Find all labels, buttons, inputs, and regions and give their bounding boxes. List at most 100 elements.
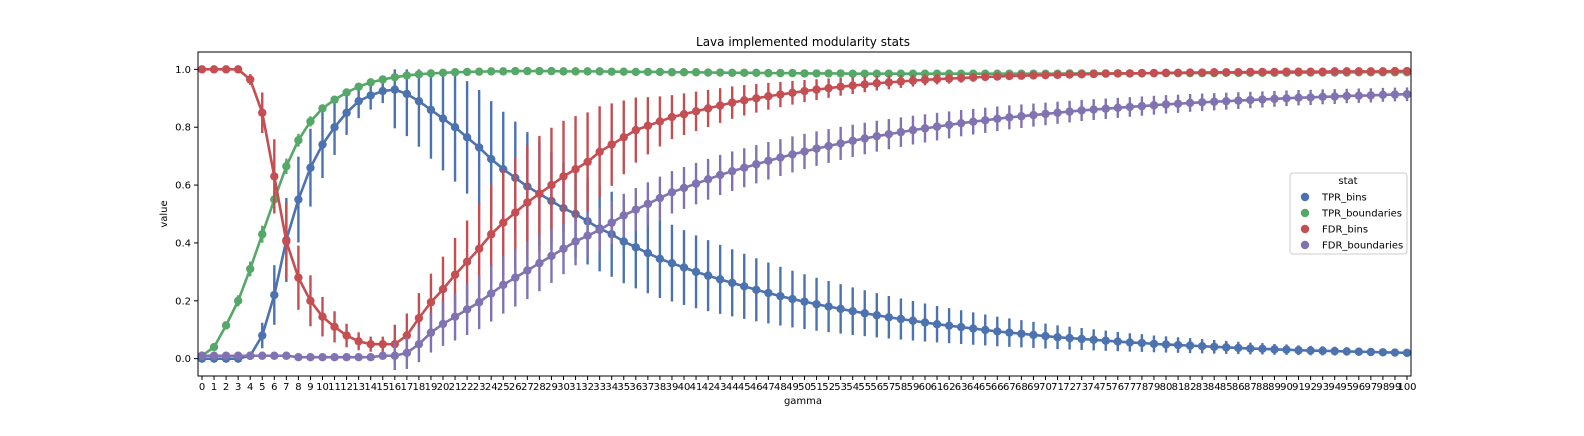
x-axis-label: gamma	[784, 396, 822, 407]
data-point	[655, 67, 665, 77]
data-point	[752, 94, 761, 103]
data-point	[1101, 336, 1110, 345]
data-point	[547, 251, 556, 261]
data-point	[908, 69, 918, 78]
data-point	[270, 172, 279, 181]
data-point	[402, 89, 412, 99]
x-tick-label: 78	[1136, 382, 1149, 393]
x-tick-label: 100	[1397, 382, 1416, 393]
x-tick-label: 5	[259, 382, 265, 393]
x-tick-label: 25	[497, 382, 510, 393]
data-point	[1053, 333, 1062, 342]
x-tick-label: 22	[461, 382, 474, 393]
data-point	[1137, 68, 1147, 78]
data-point	[800, 69, 809, 78]
data-point	[764, 92, 773, 101]
data-point	[1089, 335, 1098, 345]
data-point	[1089, 69, 1098, 79]
data-point	[1306, 346, 1315, 355]
data-point	[535, 258, 544, 268]
x-tick-label: 67	[1003, 382, 1016, 393]
data-point	[583, 231, 592, 240]
data-point	[993, 327, 1002, 336]
data-point	[1173, 68, 1183, 78]
data-point	[342, 352, 351, 362]
data-point	[366, 352, 375, 362]
data-point	[559, 67, 568, 76]
data-point	[318, 312, 327, 321]
data-point	[1041, 331, 1050, 341]
data-point	[969, 73, 978, 82]
data-point	[667, 188, 677, 197]
data-point	[1161, 100, 1171, 109]
data-point	[824, 302, 833, 311]
data-point	[258, 331, 267, 340]
data-point	[402, 71, 412, 80]
data-point	[812, 85, 821, 94]
x-tick-label: 80	[1160, 382, 1173, 393]
y-tick-label: 0.0	[175, 354, 191, 365]
data-point	[619, 237, 628, 246]
x-tick-label: 27	[521, 382, 534, 393]
x-tick-label: 35	[617, 382, 630, 393]
x-tick-label: 98	[1377, 382, 1390, 393]
data-point	[715, 170, 725, 180]
data-point	[270, 351, 279, 360]
y-tick-label: 0.4	[175, 238, 191, 249]
data-point	[1222, 96, 1231, 106]
data-point	[1246, 95, 1255, 105]
x-tick-label: 59	[907, 382, 920, 393]
x-tick-label: 19	[425, 382, 438, 393]
data-point	[1330, 346, 1339, 356]
data-point	[270, 290, 279, 300]
data-point	[1149, 68, 1159, 78]
data-point	[836, 304, 845, 314]
data-point	[547, 180, 556, 190]
data-point	[679, 263, 689, 272]
data-point	[342, 108, 351, 117]
x-tick-label: 20	[437, 382, 450, 393]
data-point	[860, 69, 869, 78]
x-tick-label: 91	[1292, 382, 1305, 393]
data-point	[1354, 91, 1364, 100]
data-point	[511, 273, 520, 282]
data-point	[1005, 71, 1014, 81]
data-point	[583, 67, 592, 76]
x-tick-label: 30	[557, 382, 570, 393]
data-point	[354, 337, 363, 346]
x-tick-label: 41	[690, 382, 703, 393]
data-point	[438, 285, 448, 294]
data-point	[1161, 340, 1171, 349]
data-point	[860, 80, 869, 89]
x-tick-label: 4	[247, 382, 253, 393]
data-point	[306, 296, 315, 305]
data-point	[474, 67, 484, 76]
data-point	[1342, 347, 1351, 356]
x-tick-label: 81	[1172, 382, 1185, 393]
data-point	[993, 72, 1002, 81]
data-point	[378, 339, 387, 349]
data-point	[920, 124, 930, 133]
data-point	[1017, 329, 1026, 338]
x-tick-label: 33	[593, 382, 606, 393]
data-point	[258, 230, 267, 239]
data-point	[1053, 70, 1062, 80]
x-tick-label: 62	[943, 382, 956, 393]
data-point	[294, 352, 303, 362]
data-point	[1378, 348, 1388, 357]
data-point	[390, 85, 399, 94]
data-point	[1258, 95, 1267, 104]
data-point	[233, 296, 243, 305]
data-point	[1077, 334, 1086, 344]
data-point	[330, 123, 339, 132]
data-point	[354, 82, 363, 91]
x-tick-label: 43	[714, 382, 727, 393]
data-point	[209, 342, 219, 352]
data-point	[462, 67, 472, 77]
data-point	[571, 67, 580, 76]
data-point	[1402, 66, 1412, 76]
data-point	[619, 67, 628, 76]
data-point	[258, 108, 267, 117]
